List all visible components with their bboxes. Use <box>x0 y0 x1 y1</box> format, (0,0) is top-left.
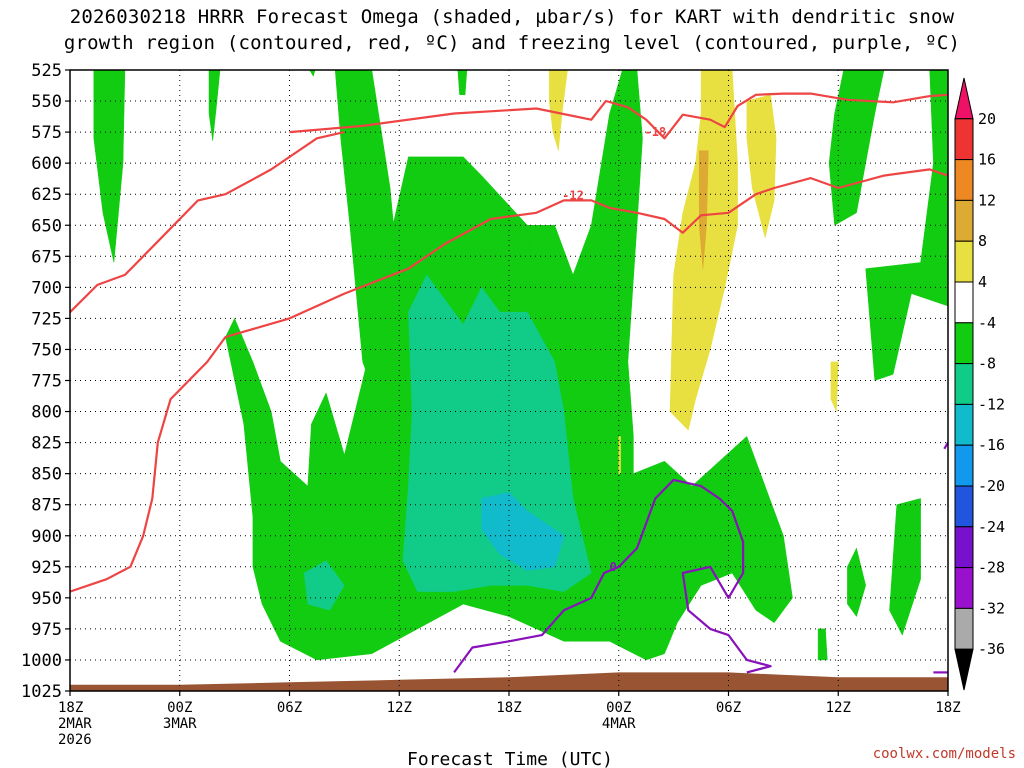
colorbar-bin-7 <box>954 363 974 405</box>
y-tick-label-675: 675 <box>31 247 62 267</box>
omega-region-7 <box>847 547 866 618</box>
colorbar-bin-9 <box>954 444 974 487</box>
colorbar-bin-14 <box>954 648 974 691</box>
contour-2 <box>70 168 948 593</box>
y-tick-label-625: 625 <box>31 185 62 205</box>
omega-region-13 <box>303 560 345 611</box>
x-tick-label-6-1: 3MAR <box>163 716 197 732</box>
colorbar-label-1: 16 <box>978 151 996 169</box>
x-tick-label-48-0: 18Z <box>935 700 960 716</box>
contour-label-2: -12 <box>562 188 584 202</box>
omega-region-3 <box>334 70 409 412</box>
colorbar-bin-8 <box>954 403 974 446</box>
y-tick-label-725: 725 <box>31 309 62 329</box>
y-tick-label-975: 975 <box>31 620 62 640</box>
colorbar-label-11: -28 <box>978 559 1005 577</box>
colorbar-label-13: -36 <box>978 640 1005 658</box>
colorbar-bin-0 <box>954 77 974 120</box>
colorbar-label-2: 12 <box>978 191 996 209</box>
colorbar-label-4: 4 <box>978 273 987 291</box>
colorbar-bin-6 <box>954 322 974 365</box>
contour-0 <box>289 92 948 140</box>
omega-region-11 <box>309 70 316 77</box>
y-tick-label-850: 850 <box>31 465 62 485</box>
colorbar-bin-11 <box>954 526 974 569</box>
x-axis-label: Forecast Time (UTC) <box>407 749 613 768</box>
colorbar-bin-13 <box>954 607 974 650</box>
contour-1 <box>70 131 345 313</box>
x-tick-label-24-0: 18Z <box>496 700 521 716</box>
contour-label-3: 0 <box>610 560 617 574</box>
y-tick-label-550: 550 <box>31 92 62 112</box>
y-tick-label-525: 525 <box>31 61 62 81</box>
x-tick-label-30-0: 00Z <box>606 700 631 716</box>
colorbar-label-9: -20 <box>978 477 1005 495</box>
omega-region-4 <box>527 225 579 313</box>
grid <box>70 70 948 691</box>
chart-title: 2026030218 HRRR Forecast Omega (shaded, … <box>63 6 961 54</box>
x-tick-label-6-0: 00Z <box>167 700 192 716</box>
colorbar-label-3: 8 <box>978 232 987 250</box>
y-tick-label-750: 750 <box>31 340 62 360</box>
contour-label-0: -18 <box>644 125 666 139</box>
omega-region-10 <box>457 70 468 96</box>
colorbar-bin-5 <box>954 281 974 324</box>
x-tick-label-30-1: 4MAR <box>602 716 636 732</box>
omega-region-6 <box>865 70 948 381</box>
colorbar-label-12: -32 <box>978 599 1005 617</box>
terrain-fill <box>70 672 948 691</box>
colorbar-label-10: -24 <box>978 518 1005 536</box>
y-tick-label-800: 800 <box>31 403 62 423</box>
colorbar-label-7: -12 <box>978 395 1005 413</box>
x-tick-label-18-0: 12Z <box>387 700 412 716</box>
omega-region-12 <box>402 274 592 592</box>
y-tick-label-775: 775 <box>31 372 62 392</box>
colorbar-bin-3 <box>954 199 974 242</box>
x-tick-label-0-1: 2MAR <box>58 716 92 732</box>
y-tick-label-575: 575 <box>31 123 62 143</box>
omega-region-16 <box>548 70 568 151</box>
y-tick-label-1025: 1025 <box>21 682 62 702</box>
colorbar: 20 16 12 8 4 -4 -8 -12 -16 -20 -24 -28 -32 -36 <box>954 77 1005 691</box>
y-tick-label-700: 700 <box>31 278 62 298</box>
x-tick-label-0-2: 2026 <box>58 732 92 748</box>
omega-region-14 <box>481 492 565 571</box>
omega-region-9 <box>817 628 828 661</box>
y-tick-label-1000: 1000 <box>21 651 62 671</box>
x-tick-label-42-0: 12Z <box>826 700 851 716</box>
colorbar-label-6: -8 <box>978 355 996 373</box>
colorbar-label-8: -16 <box>978 436 1005 454</box>
axes: 525 550 575 600 625 650 675 700 725 750 775 800 825 8… <box>21 61 961 748</box>
colorbar-bin-10 <box>954 485 974 528</box>
omega-region-5 <box>828 70 885 226</box>
omega-region-20 <box>698 150 709 269</box>
x-tick-label-0-0: 18Z <box>58 700 83 716</box>
contour-3 <box>453 478 772 674</box>
y-tick-label-900: 900 <box>31 527 62 547</box>
terrain <box>70 672 948 691</box>
y-tick-label-925: 925 <box>31 558 62 578</box>
y-tick-label-875: 875 <box>31 496 62 516</box>
x-tick-label-12-0: 06Z <box>277 700 302 716</box>
colorbar-bin-1 <box>954 118 974 161</box>
omega-region-17 <box>746 94 777 238</box>
y-tick-label-825: 825 <box>31 434 62 454</box>
omega-region-18 <box>830 361 839 412</box>
y-tick-label-600: 600 <box>31 154 62 174</box>
x-tick-label-36-0: 06Z <box>716 700 741 716</box>
colorbar-bin-4 <box>954 240 974 283</box>
omega-region-0 <box>93 70 126 263</box>
y-tick-label-950: 950 <box>31 589 62 609</box>
y-tick-label-650: 650 <box>31 216 62 236</box>
colorbar-label-5: -4 <box>978 314 996 332</box>
credit-link[interactable]: coolwx.com/models <box>872 746 1016 762</box>
omega-shading <box>93 70 948 661</box>
omega-region-1 <box>208 70 221 141</box>
colorbar-bin-12 <box>954 567 974 609</box>
colorbar-bin-2 <box>954 159 974 201</box>
colorbar-label-0: 20 <box>978 110 996 128</box>
